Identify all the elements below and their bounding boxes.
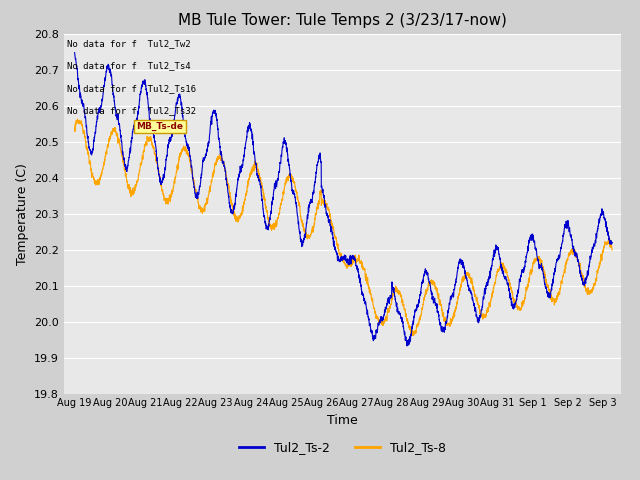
Text: No data for f  Tul2_Ts32: No data for f Tul2_Ts32: [67, 106, 196, 115]
Text: MB_Ts-de: MB_Ts-de: [136, 122, 184, 131]
Text: No data for f  Tul2_Ts4: No data for f Tul2_Ts4: [67, 61, 191, 70]
X-axis label: Time: Time: [327, 414, 358, 427]
Y-axis label: Temperature (C): Temperature (C): [16, 163, 29, 264]
Text: No data for f  Tul2_Ts16: No data for f Tul2_Ts16: [67, 84, 196, 93]
Text: No data for f  Tul2_Tw2: No data for f Tul2_Tw2: [67, 39, 191, 48]
Legend: Tul2_Ts-2, Tul2_Ts-8: Tul2_Ts-2, Tul2_Ts-8: [234, 436, 451, 459]
Title: MB Tule Tower: Tule Temps 2 (3/23/17-now): MB Tule Tower: Tule Temps 2 (3/23/17-now…: [178, 13, 507, 28]
